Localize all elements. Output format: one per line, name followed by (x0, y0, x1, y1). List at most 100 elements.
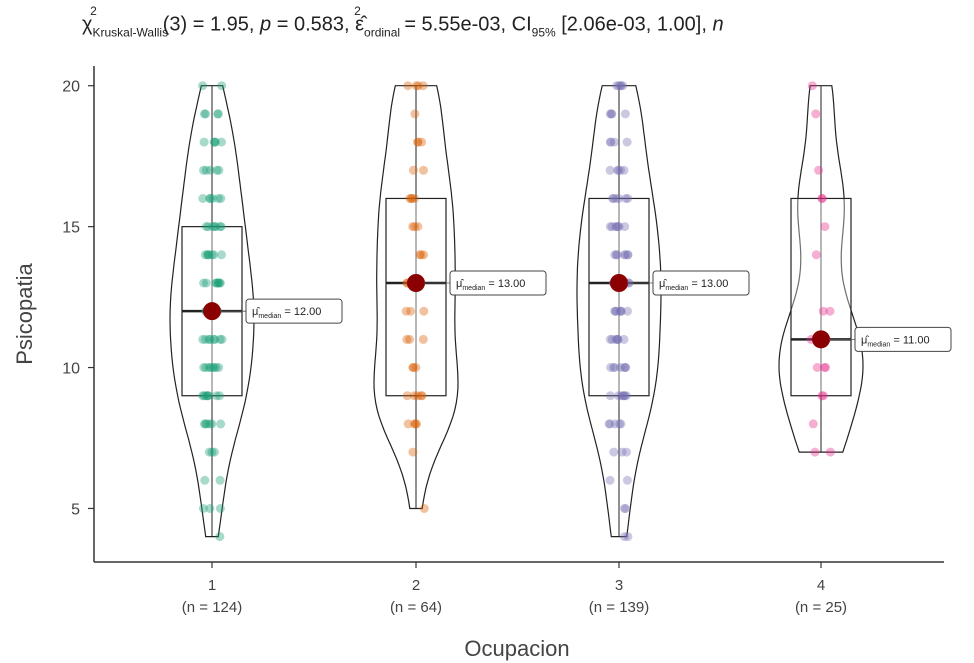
data-point (199, 165, 208, 175)
data-point (609, 137, 619, 147)
data-point (811, 250, 821, 260)
data-point (210, 222, 220, 232)
data-point (403, 81, 413, 91)
data-point (199, 391, 209, 401)
median-point (610, 274, 628, 292)
data-point (608, 194, 618, 203)
data-point (409, 419, 419, 429)
data-point (606, 363, 616, 372)
data-point (212, 165, 222, 175)
data-point (216, 194, 226, 203)
data-point (606, 109, 616, 119)
data-point (208, 194, 218, 203)
data-point (620, 250, 630, 260)
data-point (203, 391, 213, 401)
x-tick-label: 1 (208, 577, 216, 594)
data-point (610, 306, 620, 316)
data-point (403, 419, 413, 429)
data-point (623, 250, 633, 260)
data-point (201, 419, 211, 429)
data-point (611, 334, 621, 344)
data-point (609, 447, 619, 457)
chart-title: χKruskal-Wallis2(3) = 1.95, p = 0.583, ε… (82, 4, 724, 40)
data-point (808, 419, 818, 429)
box (385, 197, 447, 397)
data-point (217, 81, 227, 91)
median-label-box (652, 270, 750, 296)
data-point (605, 222, 615, 232)
data-point (614, 222, 624, 232)
data-point (623, 306, 632, 316)
data-point (619, 391, 629, 401)
data-point (217, 137, 226, 147)
data-point (202, 419, 212, 429)
data-point (201, 109, 211, 119)
x-n-label: (n = 124) (182, 599, 242, 616)
data-point (205, 194, 215, 203)
data-point (205, 504, 215, 513)
box (790, 197, 852, 397)
data-point (616, 81, 626, 91)
data-point (215, 532, 225, 542)
data-point (419, 306, 429, 316)
data-point (411, 419, 420, 429)
group-1: μ̂median = 12.00 (169, 81, 343, 542)
data-point (605, 334, 615, 344)
data-point (419, 165, 428, 175)
y-axis-label: Psicopatia (12, 262, 37, 364)
data-point (612, 250, 622, 260)
data-point (817, 194, 827, 203)
data-point (619, 504, 629, 513)
violin-shape (169, 85, 255, 538)
data-point (410, 109, 420, 119)
data-point (213, 278, 223, 288)
data-point (211, 278, 221, 288)
data-point (217, 334, 227, 344)
data-point (615, 363, 625, 372)
x-tick-label: 4 (817, 577, 825, 594)
x-tick-label: 2 (412, 577, 420, 594)
data-point (613, 334, 623, 344)
data-point (413, 391, 422, 401)
data-point (405, 194, 415, 203)
data-point (211, 363, 221, 372)
data-point (203, 250, 213, 260)
data-point (209, 447, 219, 457)
data-point (620, 222, 630, 232)
data-point (201, 363, 211, 372)
violin-shape (576, 85, 662, 538)
data-point (821, 363, 831, 372)
data-point (201, 391, 211, 401)
data-point (616, 306, 626, 316)
data-point (417, 137, 427, 147)
data-point (616, 306, 626, 316)
data-point (211, 222, 221, 232)
data-point (413, 137, 423, 147)
data-point (610, 419, 620, 429)
data-point (408, 165, 418, 175)
data-point (205, 363, 215, 372)
data-point (621, 391, 631, 401)
data-point (610, 250, 620, 260)
data-point (402, 334, 412, 344)
data-point (604, 419, 614, 429)
data-point (413, 81, 423, 91)
data-point (199, 363, 209, 372)
data-point (205, 165, 215, 175)
median-label: μ̂median = 12.00 (252, 306, 321, 320)
box (588, 197, 650, 397)
data-point (621, 194, 631, 203)
y-tick-label: 5 (71, 501, 80, 518)
data-point (405, 334, 415, 344)
data-point (607, 222, 617, 232)
data-point (606, 137, 616, 147)
data-point (201, 222, 211, 232)
data-point (198, 81, 208, 91)
data-point (620, 391, 630, 401)
y-tick-label: 15 (62, 220, 80, 237)
data-point (619, 334, 629, 344)
data-point (215, 278, 224, 288)
data-point (616, 419, 626, 429)
group-3: μ̂median = 13.00 (576, 81, 750, 542)
